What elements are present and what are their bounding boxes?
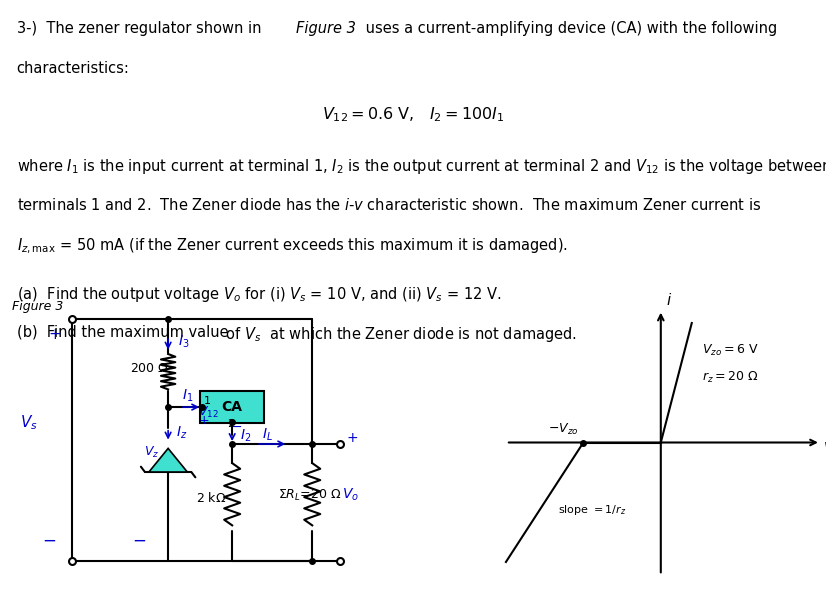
Text: +: + bbox=[198, 414, 209, 427]
Text: $i$: $i$ bbox=[666, 292, 672, 309]
Text: (b)  Find the: (b) Find the bbox=[17, 324, 110, 340]
Text: $r_z= 20\ \Omega$: $r_z= 20\ \Omega$ bbox=[702, 369, 758, 385]
Text: $\Sigma R_L$=20 $\Omega$: $\Sigma R_L$=20 $\Omega$ bbox=[278, 487, 341, 503]
Text: $-V_{zo}$: $-V_{zo}$ bbox=[548, 422, 578, 437]
Text: +: + bbox=[346, 431, 358, 445]
Text: characteristics:: characteristics: bbox=[17, 61, 130, 76]
Text: 2: 2 bbox=[227, 419, 235, 429]
Text: of $V_s$  at which the Zener diode is not damaged.: of $V_s$ at which the Zener diode is not… bbox=[221, 324, 577, 343]
Text: $V_{12}=0.6$ V,   $I_2=100I_1$: $V_{12}=0.6$ V, $I_2=100I_1$ bbox=[322, 105, 504, 124]
Polygon shape bbox=[149, 448, 188, 472]
Text: $I_1$: $I_1$ bbox=[183, 388, 193, 404]
Text: 2 k$\Omega$: 2 k$\Omega$ bbox=[196, 490, 226, 504]
Text: $V_z$: $V_z$ bbox=[144, 445, 159, 460]
Text: (a)  Find the output voltage $V_o$ for (i) $V_s$ = 10 V, and (ii) $V_s$ = 12 V.: (a) Find the output voltage $V_o$ for (i… bbox=[17, 285, 501, 304]
Text: slope $= 1/r_z$: slope $= 1/r_z$ bbox=[558, 503, 626, 517]
Text: 1: 1 bbox=[204, 395, 211, 405]
Text: $I_{z,\mathrm{max}}$ = 50 mA (if the Zener current exceeds this maximum it is da: $I_{z,\mathrm{max}}$ = 50 mA (if the Zen… bbox=[17, 237, 567, 256]
Text: 200 $\Omega$: 200 $\Omega$ bbox=[131, 362, 169, 375]
Text: $v$: $v$ bbox=[824, 440, 826, 454]
Text: −: − bbox=[132, 532, 146, 550]
FancyBboxPatch shape bbox=[200, 391, 264, 424]
Text: 3-)  The zener regulator shown in: 3-) The zener regulator shown in bbox=[17, 21, 266, 37]
Text: $V_s$: $V_s$ bbox=[20, 414, 38, 432]
Text: $I_3$: $I_3$ bbox=[178, 333, 190, 349]
Text: uses a current-amplifying device (CA) with the following: uses a current-amplifying device (CA) wi… bbox=[361, 21, 777, 37]
Text: +: + bbox=[48, 327, 61, 342]
Text: CA: CA bbox=[221, 400, 243, 414]
Text: terminals 1 and 2.  The Zener diode has the $i$-$v$ characteristic shown.  The m: terminals 1 and 2. The Zener diode has t… bbox=[17, 197, 761, 213]
Text: $V_o$: $V_o$ bbox=[342, 487, 359, 503]
Text: $I_z$: $I_z$ bbox=[176, 425, 188, 441]
Text: $V_{zo}= 6$ V: $V_{zo}= 6$ V bbox=[702, 343, 758, 358]
Text: $I_2$: $I_2$ bbox=[240, 428, 251, 444]
Text: maximum value: maximum value bbox=[111, 324, 229, 340]
Text: −: − bbox=[232, 421, 243, 434]
Text: Figure 3: Figure 3 bbox=[296, 21, 355, 37]
Text: where $I_1$ is the input current at terminal 1, $I_2$ is the output current at t: where $I_1$ is the input current at term… bbox=[17, 157, 826, 176]
Text: $V_{12}$: $V_{12}$ bbox=[198, 405, 219, 420]
Text: $I_L$: $I_L$ bbox=[262, 427, 273, 443]
Text: −: − bbox=[42, 532, 56, 550]
Text: Figure 3: Figure 3 bbox=[12, 300, 64, 313]
